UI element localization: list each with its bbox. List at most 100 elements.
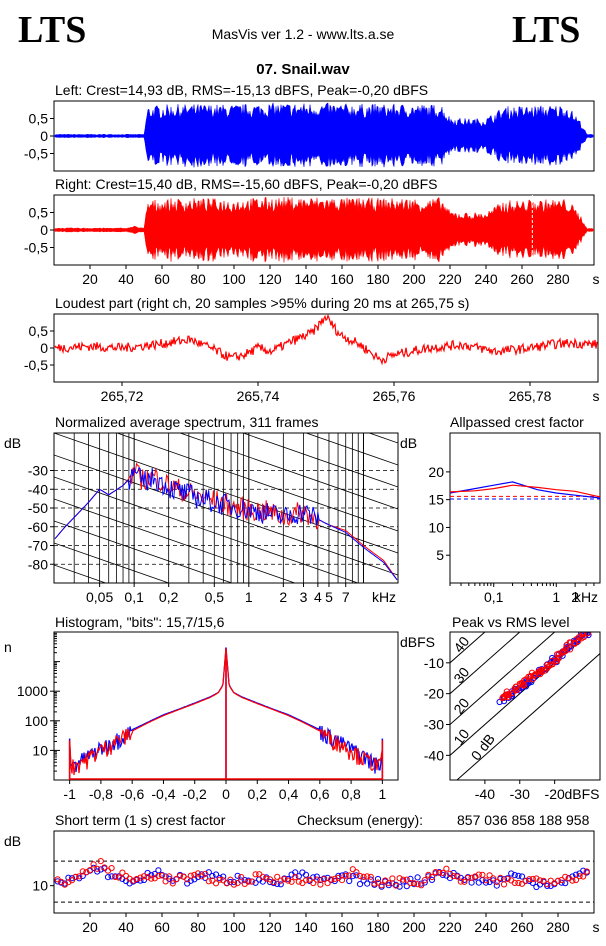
right-wave-xtick-6-label: 140	[294, 271, 318, 287]
crest-ylabel: dB	[400, 435, 417, 451]
short-crest-title: Short term (1 s) crest factor	[55, 812, 226, 828]
short-crest-point-1	[461, 878, 468, 885]
short-crest-point-1	[367, 873, 374, 880]
short-crest-point-1	[338, 877, 346, 884]
short-crest-xtick-1-label: 40	[118, 919, 134, 935]
short-crest-xtick-11-label: 240	[474, 919, 498, 935]
short-crest-point-1	[256, 871, 263, 878]
peak-rms-point-1	[548, 661, 555, 668]
crest-factor-title: Allpassed crest factor	[450, 414, 584, 430]
short-crest-point-1	[428, 873, 436, 881]
short-crest-point-1	[536, 877, 544, 884]
short-crest-xtick-2-label: 60	[154, 919, 170, 935]
short-crest-point-1	[184, 876, 191, 883]
short-crest-point-1	[328, 876, 335, 883]
short-crest-point-1	[410, 880, 418, 887]
short-crest-point-1	[202, 870, 209, 878]
short-crest-xunit: s	[593, 919, 600, 935]
short-crest-point-1	[97, 858, 104, 865]
short-crest-point-1	[576, 873, 583, 880]
short-crest-point-1	[137, 874, 144, 881]
spectrum-xtick-9-label: 7	[342, 589, 350, 605]
short-crest-point-1	[277, 877, 284, 884]
spectrum-xtick-6-label: 3	[300, 589, 308, 605]
crest-series-1	[449, 484, 601, 498]
short-crest-point-1	[436, 869, 443, 876]
short-crest-point-0	[407, 875, 414, 883]
short-crest-point-1	[482, 877, 490, 884]
short-crest-point-1	[360, 873, 367, 881]
histogram-xtick-3-label: -0,4	[151, 786, 175, 802]
short-crest-point-0	[508, 870, 515, 877]
short-crest-point-1	[529, 875, 536, 883]
short-crest-point-1	[493, 878, 500, 886]
short-crest-point-0	[544, 882, 551, 890]
short-crest-point-1	[288, 878, 295, 885]
peak-rms-diag-label-2: 20	[450, 695, 472, 717]
short-crest-point-1	[227, 876, 234, 883]
short-crest-point-1	[547, 877, 554, 884]
short-crest-point-1	[234, 880, 241, 887]
logo-right: LTS	[512, 9, 581, 51]
right-wave-xtick-13-label: 280	[546, 271, 570, 287]
short-crest-point-1	[252, 871, 259, 878]
short-crest-point-1	[216, 876, 223, 883]
right-wave-ytick-1-label: 0	[40, 222, 48, 238]
short-crest-point-1	[353, 869, 360, 876]
short-crest-point-1	[173, 875, 180, 883]
short-crest-point-0	[292, 869, 299, 876]
crest-frame	[449, 432, 601, 584]
spectrum-ytick-2-label: -50	[28, 500, 48, 516]
app-title: MasVis ver 1.2 - www.lts.a.se	[211, 26, 395, 42]
peak-rms-point-1	[580, 632, 587, 637]
short-crest-point-0	[403, 883, 410, 890]
short-crest-ylabel: dB	[4, 833, 21, 849]
spectrum-xtick-2-label: 0,2	[159, 589, 179, 605]
short-crest-point-1	[176, 872, 184, 879]
short-crest-point-1	[439, 869, 446, 877]
spectrum-slope-line	[54, 542, 170, 583]
short-crest-point-1	[140, 873, 148, 880]
short-crest-point-1	[497, 874, 504, 882]
short-crest-point-0	[155, 867, 162, 874]
short-crest-point-1	[144, 874, 151, 881]
short-crest-point-1	[94, 865, 101, 872]
short-crest-point-1	[86, 867, 94, 874]
crest-ytick-3-label: 5	[436, 547, 444, 563]
spectrum-xtick-4-label: 1	[245, 589, 253, 605]
peak-rms-point-1	[573, 636, 580, 643]
right-waveform-title: Right: Crest=15,40 dB, RMS=-15,60 dBFS, …	[55, 176, 438, 192]
spectrum-series-1	[54, 466, 398, 581]
short-crest-point-1	[346, 872, 353, 879]
spectrum-slope-line	[54, 433, 398, 554]
short-crest-point-1	[479, 871, 486, 878]
peak-rms-diag-label-3: 10	[450, 726, 472, 748]
histogram-xtick-0-label: -1	[63, 786, 76, 802]
short-crest-point-1	[205, 878, 212, 885]
right-wave-ytick-0-label: 0,5	[29, 205, 49, 221]
short-crest-point-1	[155, 872, 162, 880]
spectrum-ytick-3-label: -60	[28, 519, 48, 535]
short-crest-point-1	[544, 881, 551, 888]
loudest-xtick-1-label: 265,74	[237, 388, 280, 404]
peak-rms-point-1	[567, 646, 574, 653]
short-crest-point-0	[104, 874, 112, 881]
short-crest-point-0	[68, 875, 76, 882]
short-crest-point-0	[349, 873, 356, 880]
histogram-ytick-2-label: 10	[32, 742, 48, 758]
right-wave-xtick-1-label: 40	[118, 271, 134, 287]
short-crest-point-0	[331, 877, 338, 885]
spectrum-slope-line	[305, 433, 398, 466]
short-crest-point-0	[313, 873, 320, 880]
short-crest-point-1	[389, 875, 396, 882]
short-crest-point-1	[295, 878, 302, 885]
short-crest-point-0	[346, 877, 353, 885]
short-crest-point-1	[540, 877, 547, 884]
short-crest-point-1	[187, 872, 194, 879]
peak-rms-point-1	[512, 683, 520, 690]
short-crest-point-1	[511, 879, 518, 887]
short-crest-point-0	[515, 872, 522, 879]
histogram-xtick-10-label: 1	[378, 786, 386, 802]
short-crest-point-0	[400, 878, 407, 885]
loudest-xtick-3-label: 265,78	[509, 388, 552, 404]
